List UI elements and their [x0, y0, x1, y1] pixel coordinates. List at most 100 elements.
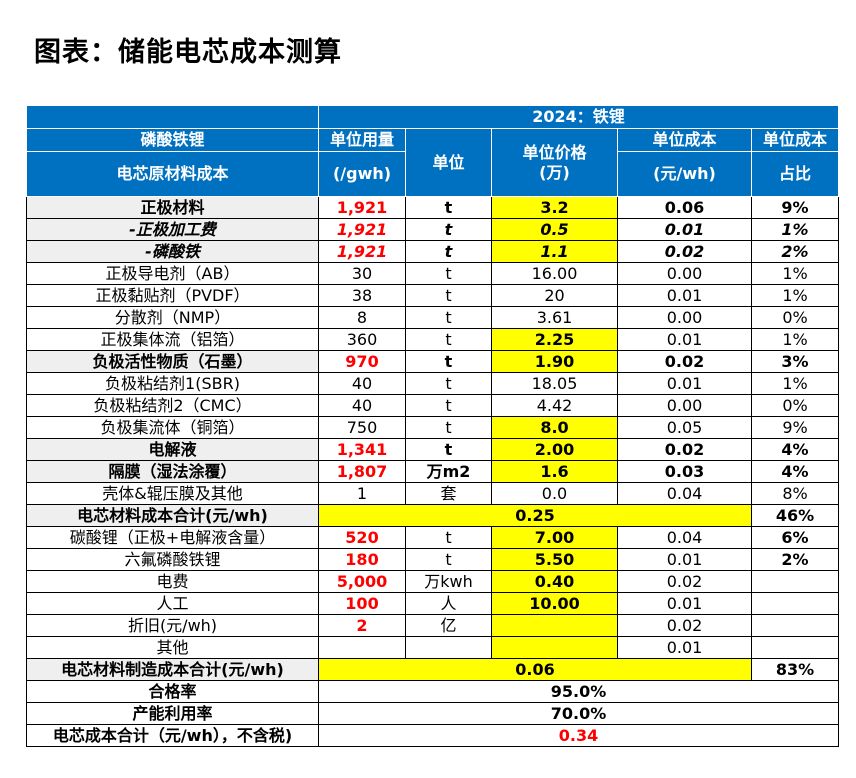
header-unit-cost-top: 单位成本	[617, 128, 752, 152]
item-unit: t	[405, 240, 492, 263]
table-row: 正极导电剂（AB） 30 t 16.00 0.00 1%	[26, 262, 840, 285]
cell-total-row: 电芯成本合计（元/wh），不含税) 0.34	[26, 724, 840, 747]
item-unit: t	[405, 284, 492, 307]
item-unit: t	[405, 328, 492, 351]
item-name: 分散剂（NMP）	[26, 306, 319, 329]
table-row: -正极加工费 1,921 t 0.5 0.01 1%	[26, 218, 840, 241]
item-usage: 750	[318, 416, 406, 439]
yield-label: 合格率	[26, 680, 319, 703]
table-row: 碳酸锂（正极+电解液含量） 520 t 7.00 0.04 6%	[26, 526, 840, 549]
header-blank	[26, 105, 319, 129]
item-share	[750, 592, 840, 615]
item-share: 6%	[750, 526, 840, 549]
item-price: 10.00	[491, 592, 618, 615]
item-price: 0.5	[491, 218, 618, 241]
item-share: 4%	[750, 460, 840, 483]
header-unit: 单位	[405, 128, 492, 197]
manufacture-total-value: 0.06	[318, 658, 752, 681]
item-usage: 1,921	[318, 240, 406, 263]
item-usage: 30	[318, 262, 406, 285]
item-name: 正极集体流（铝箔）	[26, 328, 319, 351]
item-unit: t	[405, 548, 492, 571]
item-usage: 100	[318, 592, 406, 615]
header-price: 单位价格 (万)	[491, 128, 618, 197]
header-year: 2024：铁锂	[317, 105, 840, 129]
item-cost: 0.03	[617, 460, 752, 483]
item-usage: 1,921	[318, 196, 406, 219]
material-total-label: 电芯材料成本合计(元/wh)	[26, 504, 319, 527]
item-cost: 0.00	[617, 394, 752, 417]
item-cost: 0.01	[617, 548, 752, 571]
item-cost: 0.01	[617, 284, 752, 307]
table-row: 六氟磷酸铁锂 180 t 5.50 0.01 2%	[26, 548, 840, 571]
table-row: 壳体&辊压膜及其他 1 套 0.0 0.04 8%	[26, 482, 840, 505]
item-share: 4%	[750, 438, 840, 461]
item-unit: t	[405, 196, 492, 219]
table-row: 隔膜（湿法涂覆） 1,807 万m2 1.6 0.03 4%	[26, 460, 840, 483]
item-name: 人工	[26, 592, 319, 615]
item-unit: t	[405, 526, 492, 549]
item-price: 5.50	[491, 548, 618, 571]
item-cost: 0.00	[617, 306, 752, 329]
header-share-bottom: 占比	[750, 151, 840, 197]
item-cost: 0.04	[617, 526, 752, 549]
item-usage: 40	[318, 394, 406, 417]
item-name: 正极黏贴剂（PVDF）	[26, 284, 319, 307]
item-name: 负极粘结剂2（CMC）	[26, 394, 319, 417]
header-price-top: 单位价格	[522, 142, 587, 162]
item-cost: 0.01	[617, 636, 752, 659]
item-name: 壳体&辊压膜及其他	[26, 482, 319, 505]
item-price: 8.0	[491, 416, 618, 439]
table-row: 正极集体流（铝箔） 360 t 2.25 0.01 1%	[26, 328, 840, 351]
table-row: 其他 0.01	[26, 636, 840, 659]
material-total-share: 46%	[750, 504, 840, 527]
item-name: 折旧(元/wh)	[26, 614, 319, 637]
item-share: 1%	[750, 262, 840, 285]
item-usage: 1,341	[318, 438, 406, 461]
item-name: 碳酸锂（正极+电解液含量）	[26, 526, 319, 549]
item-usage: 40	[318, 372, 406, 395]
item-cost: 0.00	[617, 262, 752, 285]
item-unit: 万m2	[405, 460, 492, 483]
item-usage: 1,921	[318, 218, 406, 241]
item-share: 2%	[750, 548, 840, 571]
item-unit: t	[405, 416, 492, 439]
item-share: 9%	[750, 196, 840, 219]
item-unit	[405, 636, 492, 659]
item-cost: 0.02	[617, 240, 752, 263]
manufacture-total-share: 83%	[750, 658, 840, 681]
item-cost: 0.06	[617, 196, 752, 219]
cell-total-label: 电芯成本合计（元/wh），不含税)	[26, 724, 319, 747]
item-share: 3%	[750, 350, 840, 373]
item-name: 负极集流体（铜箔）	[26, 416, 319, 439]
table-row: 负极粘结剂2（CMC） 40 t 4.42 0.00 0%	[26, 394, 840, 417]
item-usage: 1	[318, 482, 406, 505]
manufacture-total-row: 电芯材料制造成本合计(元/wh) 0.06 83%	[26, 658, 840, 681]
item-unit: t	[405, 218, 492, 241]
item-usage: 38	[318, 284, 406, 307]
item-usage: 8	[318, 306, 406, 329]
table-row: 电费 5,000 万kwh 0.40 0.02	[26, 570, 840, 593]
item-name: 电费	[26, 570, 319, 593]
yield-row: 合格率 95.0%	[26, 680, 840, 703]
item-name: 六氟磷酸铁锂	[26, 548, 319, 571]
item-share	[750, 570, 840, 593]
item-name: -磷酸铁	[26, 240, 319, 263]
manufacture-total-label: 电芯材料制造成本合计(元/wh)	[26, 658, 319, 681]
table-row: 人工 100 人 10.00 0.01	[26, 592, 840, 615]
item-share	[750, 636, 840, 659]
item-share: 2%	[750, 240, 840, 263]
item-name: 其他	[26, 636, 319, 659]
item-usage: 5,000	[318, 570, 406, 593]
item-price: 4.42	[491, 394, 618, 417]
header-usage-bottom: (/gwh)	[318, 151, 406, 197]
item-share: 1%	[750, 372, 840, 395]
item-unit: 万kwh	[405, 570, 492, 593]
item-name: 电解液	[26, 438, 319, 461]
item-share: 0%	[750, 306, 840, 329]
item-price	[491, 636, 618, 659]
item-price: 16.00	[491, 262, 618, 285]
item-share: 9%	[750, 416, 840, 439]
utilization-row: 产能利用率 70.0%	[26, 702, 840, 725]
header-share-top: 单位成本	[750, 128, 840, 152]
